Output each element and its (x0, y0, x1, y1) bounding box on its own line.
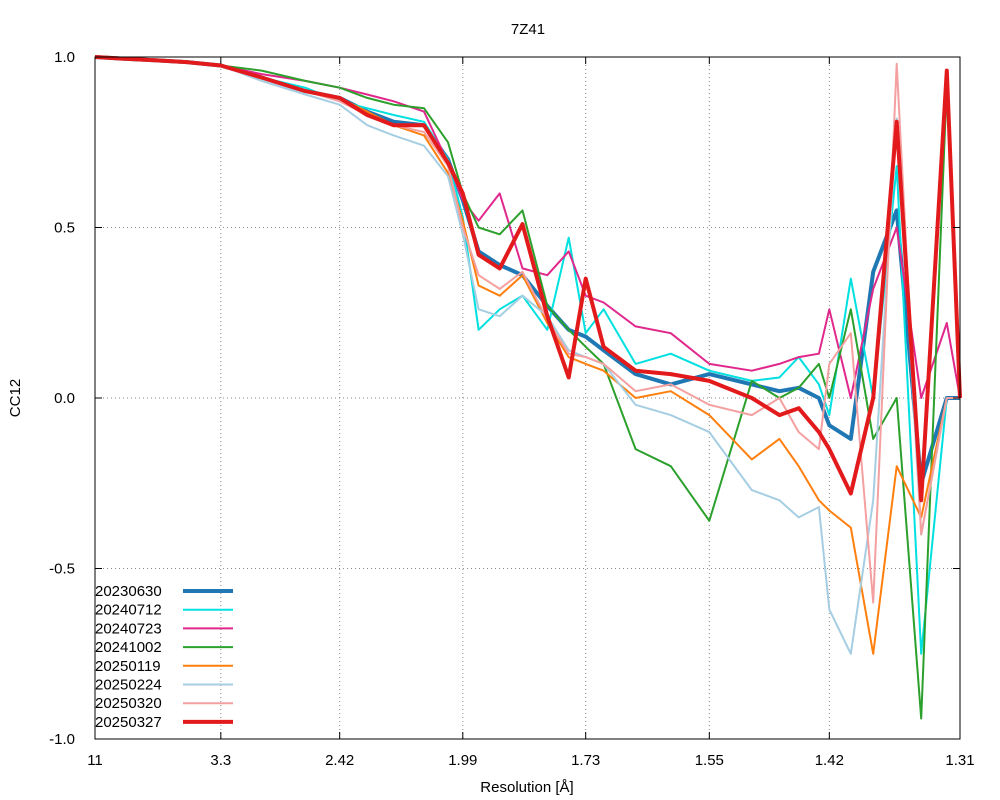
x-tick-label: 1.73 (571, 752, 600, 769)
x-tick-label: 11 (87, 752, 103, 769)
x-tick-label: 1.99 (448, 752, 477, 769)
legend-label: 20250327 (95, 714, 162, 731)
y-tick-label: -1.0 (49, 731, 75, 748)
legend-label: 20240712 (95, 602, 162, 619)
legend-label: 20230630 (95, 583, 162, 600)
series-line-20250224 (94, 56, 960, 655)
chart-title: 7Z41 (511, 21, 545, 38)
series-line-20250320 (94, 56, 960, 604)
series-line-20241002 (94, 56, 961, 720)
legend-label: 20250224 (95, 677, 162, 694)
series-line-20240712 (94, 56, 960, 655)
legend-label: 20240723 (95, 620, 162, 637)
x-axis-title: Resolution [Å] (480, 779, 573, 796)
x-tick-label: 1.55 (695, 752, 724, 769)
series-line-20250119 (94, 56, 960, 655)
x-tick-label: 2.42 (325, 752, 354, 769)
series-line-20250327 (94, 55, 962, 503)
y-tick-label: 1.0 (54, 49, 75, 66)
x-tick-label: 1.42 (815, 752, 844, 769)
tick-marks: 11 3.3 2.42 1.99 1.73 1.55 1.42 1.31 1.0 0.5 0.0 -0… (49, 49, 974, 769)
legend-label: 20250119 (95, 658, 161, 675)
series-lines (94, 55, 962, 720)
y-tick-label: -0.5 (49, 561, 75, 578)
x-tick-label: 3.3 (210, 752, 231, 769)
y-axis-title: CC12 (7, 379, 24, 417)
legend-label: 20250320 (95, 695, 162, 712)
x-tick-label: 1.31 (945, 752, 974, 769)
legend-label: 20241002 (95, 639, 162, 656)
y-tick-label: 0.5 (54, 220, 75, 237)
y-tick-label: 0.0 (54, 390, 75, 407)
